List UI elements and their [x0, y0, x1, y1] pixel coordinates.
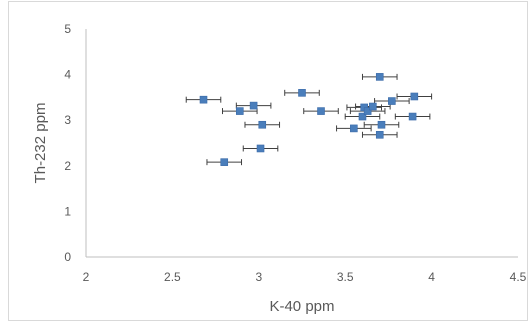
- x-tick-label: 2: [83, 270, 90, 284]
- data-point: [388, 97, 396, 105]
- data-point: [249, 101, 258, 110]
- data-points: [199, 73, 419, 166]
- x-tick-label: 3.5: [337, 270, 354, 284]
- data-point: [258, 120, 267, 129]
- x-axis-title: K-40 ppm: [269, 298, 334, 315]
- tick-labels: 2 2.5 3 3.5 4 4.5 0 1 2 3 4 5: [64, 22, 526, 284]
- data-point: [410, 92, 419, 101]
- data-point: [199, 95, 208, 104]
- x-tick-label: 3: [255, 270, 262, 284]
- y-tick-label: 3: [64, 113, 71, 127]
- y-tick-label: 4: [64, 68, 71, 82]
- y-tick-label: 5: [64, 22, 71, 36]
- x-tick-label: 4: [428, 270, 435, 284]
- data-point: [375, 73, 384, 81]
- data-point: [363, 107, 372, 115]
- x-tick-label: 4.5: [510, 270, 527, 284]
- y-axis-title: Th-232 ppm: [32, 103, 49, 184]
- data-point: [358, 112, 367, 121]
- data-point: [235, 107, 244, 115]
- y-tick-label: 0: [64, 250, 71, 264]
- data-point: [377, 120, 386, 129]
- data-point: [317, 107, 325, 115]
- data-point: [375, 130, 384, 139]
- y-tick-label: 1: [64, 204, 71, 218]
- x-tick-label: 2.5: [164, 270, 181, 284]
- data-point: [408, 112, 417, 121]
- chart-area: [8, 1, 528, 321]
- data-point: [369, 102, 377, 111]
- error-bars: [185, 73, 433, 166]
- data-point: [350, 124, 358, 133]
- data-point: [220, 158, 229, 166]
- y-tick-label: 2: [64, 159, 71, 173]
- data-point: [298, 89, 306, 97]
- axes: [85, 29, 518, 258]
- data-point: [256, 144, 265, 153]
